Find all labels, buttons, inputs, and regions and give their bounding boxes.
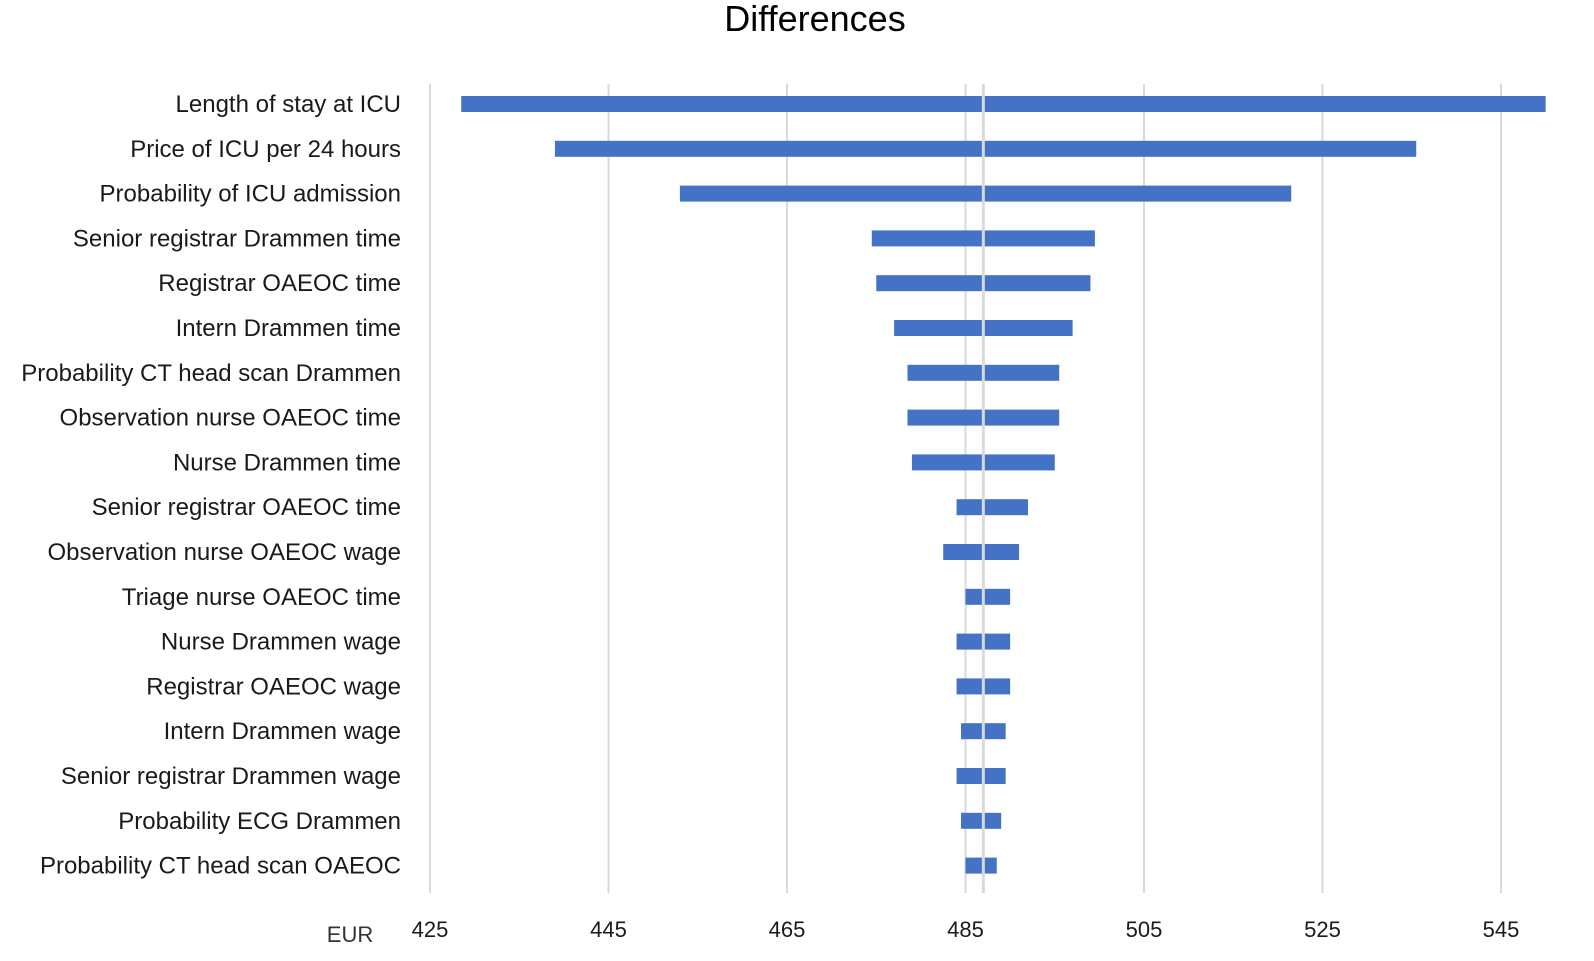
category-label: Probability CT head scan Drammen: [21, 360, 401, 387]
x-tick-label: 445: [590, 917, 627, 942]
bar-low: [961, 723, 984, 740]
category-label: Length of stay at ICU: [176, 91, 401, 118]
bar-low: [956, 678, 984, 695]
bar-low: [965, 857, 984, 874]
bar-high: [983, 409, 1060, 426]
category-label: Probability of ICU admission: [100, 181, 401, 208]
category-label: Nurse Drammen time: [173, 449, 401, 476]
category-label: Observation nurse OAEOC wage: [48, 539, 402, 566]
category-label: Intern Drammen wage: [164, 718, 401, 745]
category-label: Senior registrar Drammen time: [73, 225, 401, 252]
gridlines: [429, 84, 1502, 893]
bar-high: [983, 588, 1011, 605]
bar-low: [871, 230, 984, 247]
category-label: Triage nurse OAEOC time: [122, 584, 401, 611]
bar-high: [983, 633, 1011, 650]
x-tick-label: 525: [1304, 917, 1341, 942]
bar-low: [956, 499, 984, 516]
x-tick-labels: 425 445 465 485 505 525 545: [412, 917, 1520, 942]
category-label: Probability ECG Drammen: [118, 808, 401, 835]
bar-high: [983, 723, 1006, 740]
bar-low: [679, 185, 984, 202]
bar-low: [911, 454, 984, 471]
bar-high: [983, 678, 1011, 695]
category-label: Nurse Drammen wage: [161, 629, 401, 656]
bar-high: [983, 768, 1006, 784]
bar-high: [983, 544, 1020, 560]
x-tick-label: 545: [1483, 917, 1520, 942]
x-tick-label: 465: [769, 917, 806, 942]
bar-low: [894, 320, 984, 336]
bar-high: [983, 499, 1028, 516]
bar-low: [876, 275, 984, 292]
x-tick-label: 425: [412, 917, 449, 942]
x-tick-label: 505: [1126, 917, 1163, 942]
bar-high: [983, 185, 1292, 202]
category-labels: Length of stay at ICU Price of ICU per 24…: [21, 91, 401, 880]
x-tick-label: 485: [947, 917, 984, 942]
category-label: Observation nurse OAEOC time: [60, 405, 401, 432]
bar-low: [907, 409, 984, 426]
x-axis-unit-label: EUR: [327, 922, 373, 947]
category-label: Senior registrar Drammen wage: [61, 763, 401, 790]
bar-low: [461, 96, 984, 112]
bar-high: [983, 364, 1060, 381]
category-label: Price of ICU per 24 hours: [130, 136, 401, 163]
bar-high: [983, 96, 1546, 112]
category-label: Registrar OAEOC time: [158, 270, 401, 297]
bar-high: [983, 275, 1091, 292]
bar-high: [983, 320, 1073, 336]
bars: [461, 96, 1546, 874]
category-label: Registrar OAEOC wage: [146, 673, 401, 700]
bar-low: [956, 633, 984, 650]
category-label: Probability CT head scan OAEOC: [40, 853, 401, 880]
bar-high: [983, 812, 1002, 829]
bar-high: [983, 857, 997, 874]
chart-title: Differences: [724, 0, 906, 39]
bar-high: [983, 230, 1095, 247]
category-label: Senior registrar OAEOC time: [92, 494, 401, 521]
category-label: Intern Drammen time: [176, 315, 401, 342]
bar-low: [907, 364, 984, 381]
bar-low: [554, 140, 984, 157]
bar-low: [943, 544, 984, 560]
bar-high: [983, 454, 1055, 471]
bar-low: [956, 768, 984, 784]
bar-low: [965, 588, 984, 605]
bar-low: [961, 812, 984, 829]
bar-high: [983, 140, 1417, 157]
